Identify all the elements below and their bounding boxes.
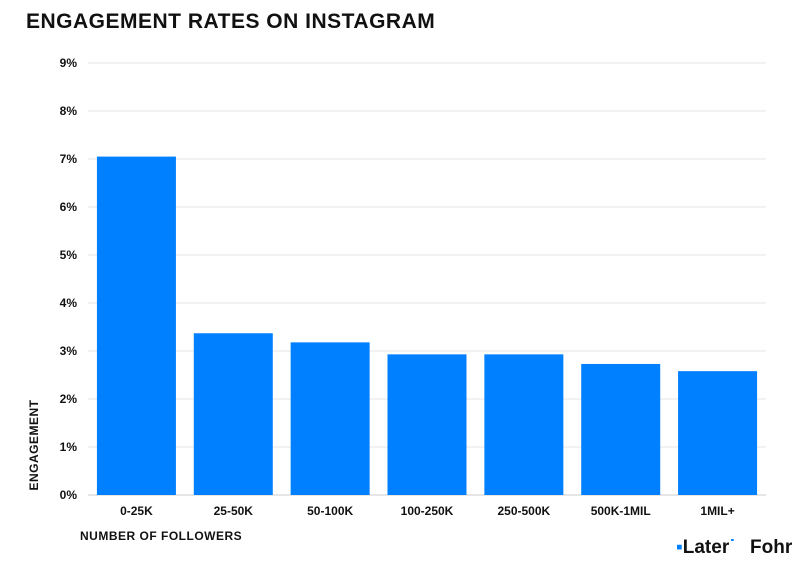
y-tick-label: 8%: [60, 104, 78, 118]
y-tick-label: 1%: [60, 440, 78, 454]
later-logo-mark: ▪: [676, 537, 683, 558]
y-tick-label: 2%: [60, 392, 78, 406]
y-tick-label: 7%: [60, 152, 78, 166]
x-tick-label: 1MIL+: [700, 504, 734, 518]
fohr-logo: Fohr: [750, 537, 793, 558]
y-tick-label: 0%: [60, 488, 78, 502]
y-tick-label: 9%: [60, 56, 78, 70]
bar: [484, 354, 564, 495]
x-tick-label: 500K-1MIL: [591, 504, 651, 518]
later-logo-accent: ˙: [729, 537, 736, 558]
y-axis-ticks: 0% 1% 2% 3% 4% 5% 6% 7% 8% 9%: [60, 56, 78, 502]
x-tick-label: 100-250K: [401, 504, 454, 518]
y-axis-label: ENGAGEMENT: [27, 399, 41, 490]
y-tick-label: 3%: [60, 344, 78, 358]
bar: [193, 333, 273, 495]
x-axis-label: NUMBER OF FOLLOWERS: [80, 529, 242, 543]
chart-title: ENGAGEMENT RATES ON INSTAGRAM: [26, 10, 436, 33]
x-tick-label: 25-50K: [214, 504, 254, 518]
later-logo: ▪Later˙: [676, 537, 736, 559]
x-tick-label: 0-25K: [120, 504, 153, 518]
y-tick-label: 6%: [60, 200, 78, 214]
bar: [96, 156, 176, 495]
y-tick-label: 4%: [60, 296, 78, 310]
x-tick-label: 250-500K: [497, 504, 550, 518]
x-axis-ticks: 0-25K 25-50K 50-100K 100-250K 250-500K 500K-1…: [120, 504, 735, 518]
x-tick-label: 50-100K: [307, 504, 353, 518]
y-tick-label: 5%: [60, 248, 78, 262]
bar: [678, 371, 758, 495]
bar: [581, 363, 661, 495]
bar: [290, 342, 370, 495]
bars: [96, 156, 758, 495]
later-logo-text: Later: [682, 537, 730, 558]
bar: [387, 354, 467, 495]
